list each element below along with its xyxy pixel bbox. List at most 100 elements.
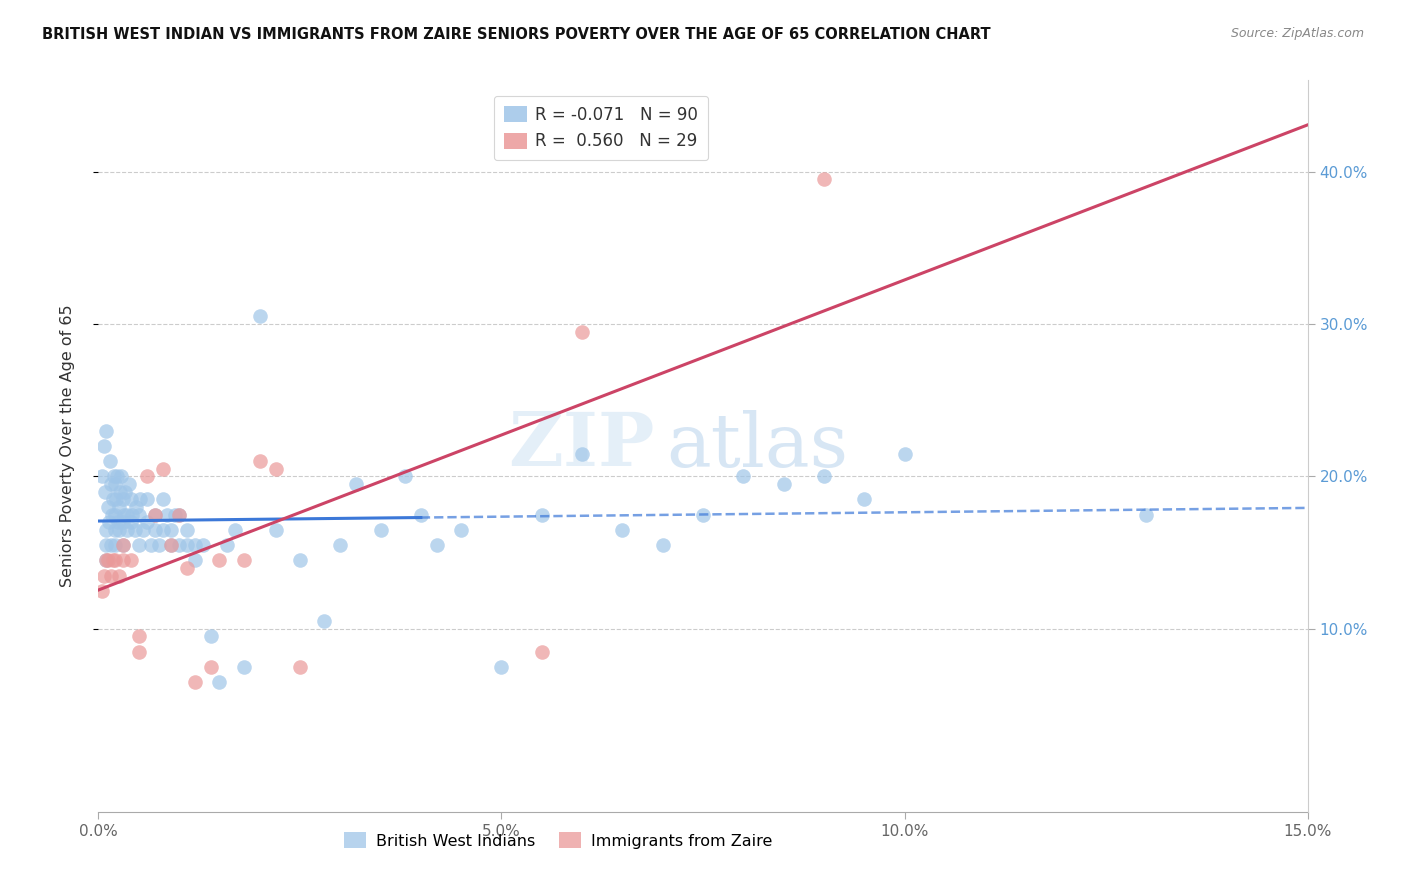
Point (101, 492, 124, 507)
Point (128, 508, 150, 522)
Point (111, 538, 134, 552)
Point (100, 477, 122, 491)
Point (530, 645, 553, 659)
Point (184, 553, 207, 567)
Point (370, 523, 392, 537)
Point (96, 553, 118, 567)
Point (100, 568, 122, 582)
Point (101, 553, 124, 567)
Point (107, 515, 129, 529)
Point (217, 538, 239, 552)
Point (143, 508, 166, 522)
Point (93, 568, 115, 582)
Point (193, 538, 215, 552)
Point (96, 523, 118, 537)
Point (108, 500, 131, 514)
Point (184, 675, 207, 690)
Point (97, 500, 120, 514)
Point (105, 492, 128, 507)
Point (152, 492, 174, 507)
Point (143, 508, 166, 522)
Point (184, 538, 207, 552)
Point (264, 462, 287, 476)
Point (93, 439, 115, 453)
Point (114, 484, 136, 499)
Point (96, 538, 118, 552)
Point (91, 583, 114, 598)
Point (772, 477, 794, 491)
Point (111, 553, 134, 567)
Point (97, 553, 120, 567)
Point (103, 538, 125, 552)
Point (651, 538, 673, 552)
Point (176, 538, 198, 552)
Point (264, 523, 287, 537)
Point (103, 508, 125, 522)
Point (249, 454, 271, 468)
Point (813, 469, 835, 483)
Point (167, 508, 190, 522)
Point (853, 492, 876, 507)
Point (530, 508, 553, 522)
Point (125, 500, 148, 514)
Point (128, 630, 150, 644)
Point (160, 538, 183, 552)
Point (120, 515, 142, 529)
Point (893, 447, 915, 461)
Point (97, 515, 120, 529)
Point (450, 523, 472, 537)
Point (143, 523, 166, 537)
Point (111, 515, 134, 529)
Point (612, 523, 634, 537)
Point (128, 645, 150, 659)
Point (208, 675, 231, 690)
Point (117, 508, 139, 522)
Point (111, 538, 134, 552)
Point (108, 484, 131, 499)
Point (91, 469, 114, 483)
Point (98, 454, 121, 468)
Point (329, 538, 352, 552)
Point (112, 508, 135, 522)
Point (692, 508, 714, 522)
Point (135, 492, 157, 507)
Point (176, 561, 198, 575)
Point (96, 553, 118, 567)
Point (288, 553, 311, 567)
Point (571, 447, 593, 461)
Point (129, 492, 152, 507)
Point (105, 469, 128, 483)
Point (394, 469, 416, 483)
Point (139, 538, 162, 552)
Point (100, 538, 122, 552)
Point (1135, 508, 1157, 522)
Point (94, 424, 117, 438)
Point (103, 523, 125, 537)
Point (156, 508, 179, 522)
Point (120, 492, 142, 507)
Legend: British West Indians, Immigrants from Zaire: British West Indians, Immigrants from Za… (337, 826, 779, 855)
Point (409, 508, 432, 522)
Point (224, 523, 246, 537)
Y-axis label: Seniors Poverty Over the Age of 65: Seniors Poverty Over the Age of 65 (60, 305, 75, 587)
Text: ZIP: ZIP (508, 409, 655, 483)
Point (176, 523, 198, 537)
Point (200, 660, 222, 674)
Point (148, 538, 170, 552)
Point (733, 469, 755, 483)
Point (314, 614, 336, 628)
Point (111, 492, 134, 507)
Point (344, 477, 367, 491)
Point (128, 538, 150, 552)
Point (115, 523, 138, 537)
Point (249, 310, 271, 324)
Point (160, 538, 183, 552)
Point (426, 538, 449, 552)
Point (110, 469, 132, 483)
Point (167, 508, 190, 522)
Point (813, 172, 835, 186)
Point (135, 515, 157, 529)
Point (160, 523, 183, 537)
Point (107, 523, 129, 537)
Point (232, 660, 254, 674)
